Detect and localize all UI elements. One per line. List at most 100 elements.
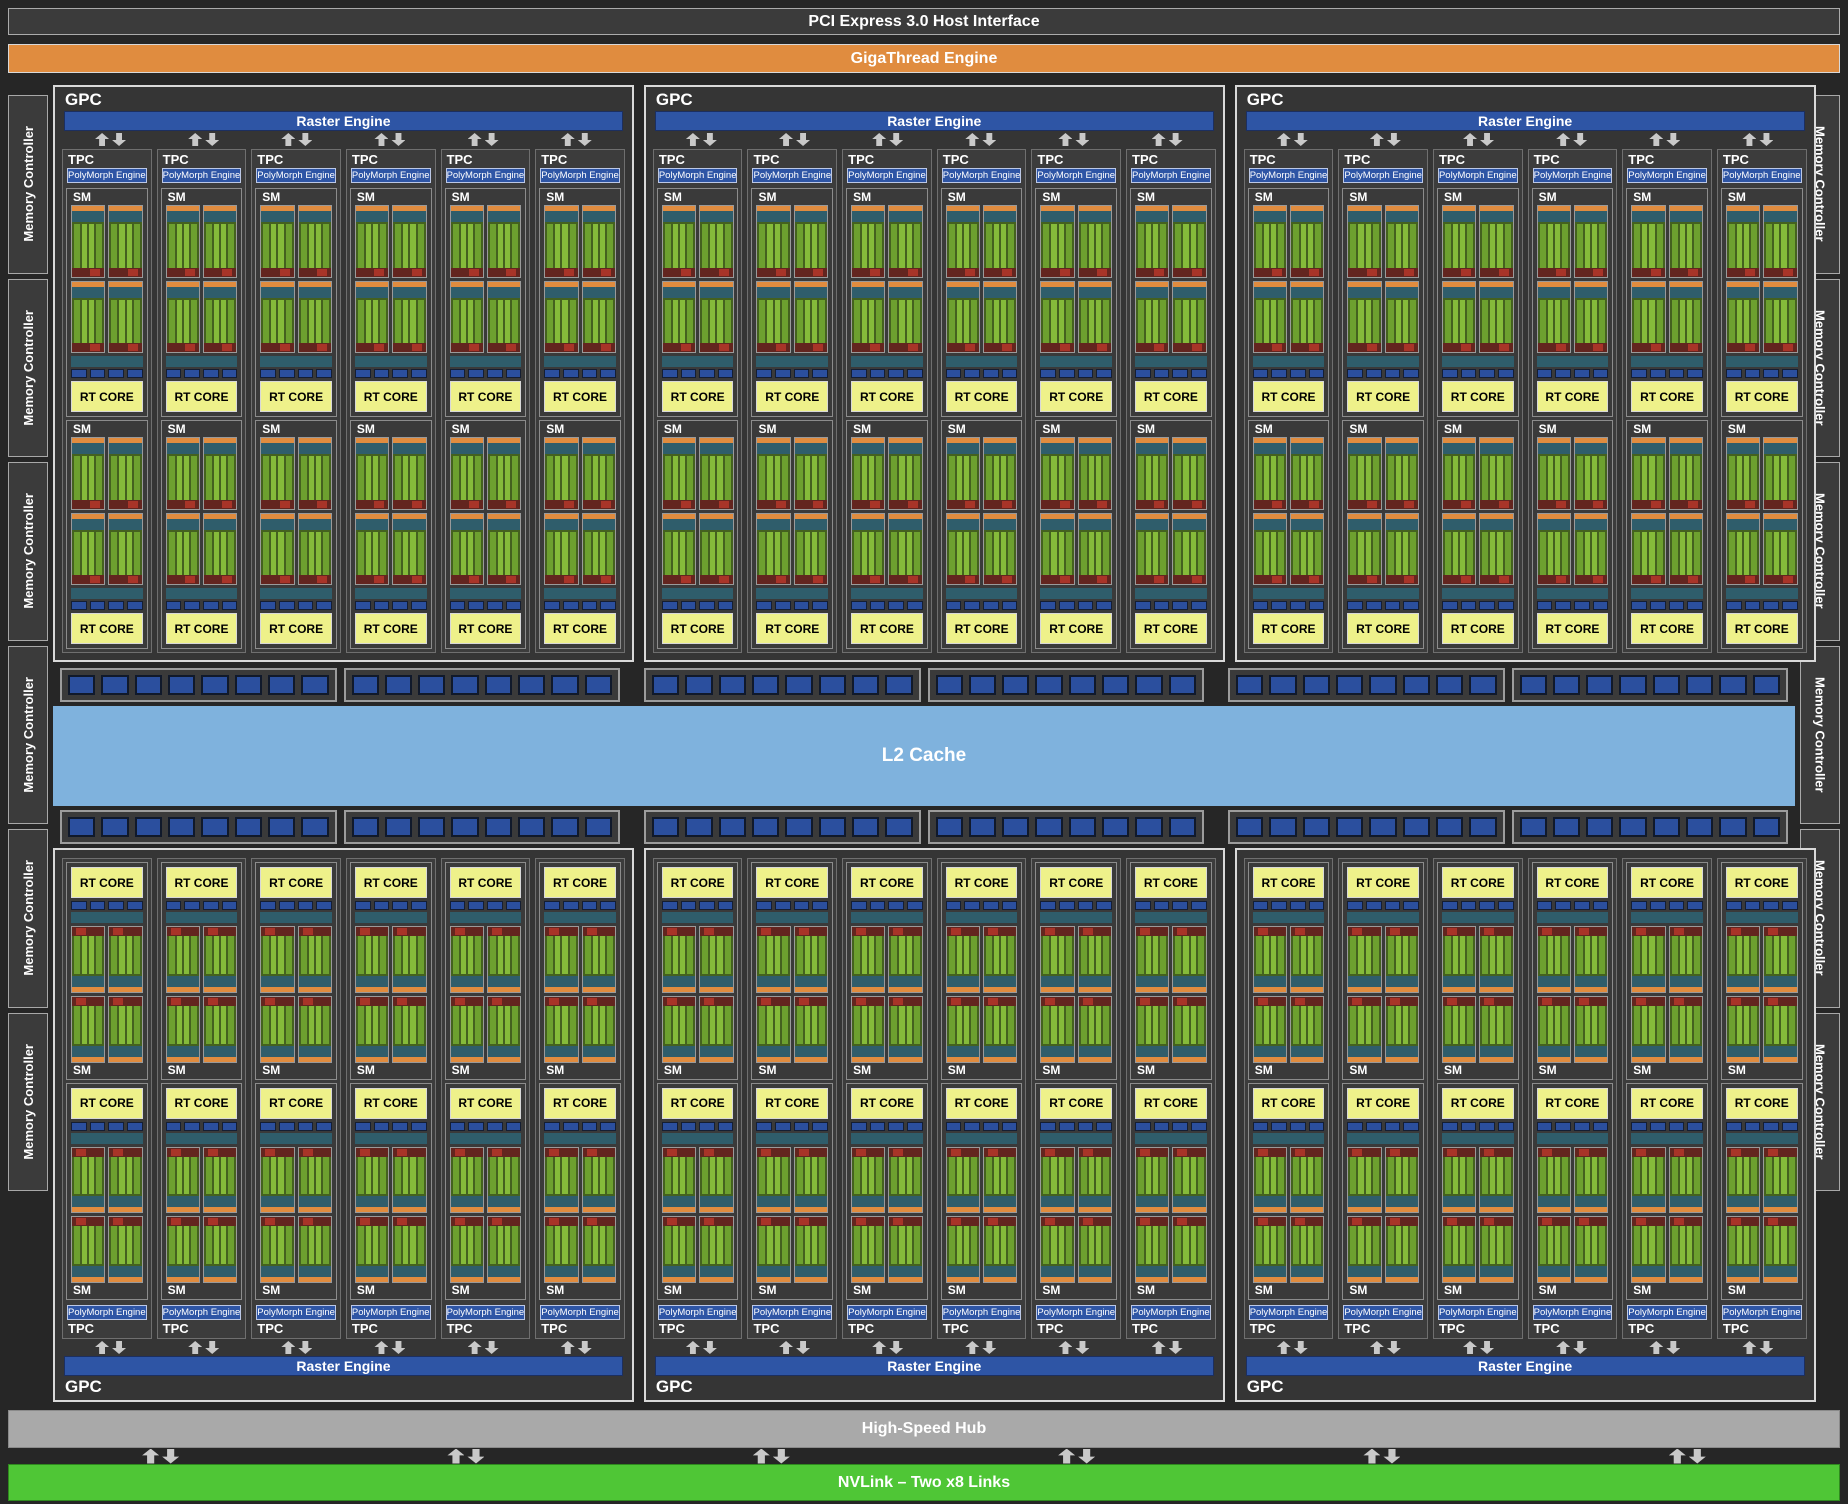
green-core-stripe — [1103, 936, 1110, 974]
green-core-stripe — [183, 299, 189, 343]
green-core-stripe — [357, 936, 364, 974]
red-square — [1309, 344, 1320, 351]
maroon-bar — [1537, 575, 1570, 584]
rt-core: RT CORE — [1725, 613, 1798, 644]
green-core-stripe — [1395, 936, 1401, 974]
mini-segment-bar — [1725, 601, 1798, 610]
green-core-bank — [1136, 936, 1169, 976]
green-core-stripe — [1301, 224, 1307, 268]
mini-segment — [869, 601, 886, 610]
green-core-stripe — [322, 1156, 329, 1195]
orange-bar — [1348, 1056, 1381, 1062]
green-core-stripe — [1656, 1226, 1663, 1264]
red-square — [586, 1218, 597, 1226]
link-segment — [1469, 817, 1497, 837]
tpc-block: RT CORE SM RT CORE SM PolyMorph Engine TPC — [1031, 858, 1122, 1339]
red-square — [907, 576, 918, 583]
green-core-stripe — [111, 299, 118, 343]
green-core-stripe — [403, 456, 409, 500]
teal-bar — [1480, 975, 1513, 987]
tpc-label: TPC — [1628, 152, 1655, 167]
green-core-stripe — [1686, 1156, 1692, 1195]
core-group — [1631, 205, 1666, 278]
maroon-bar — [1764, 927, 1797, 936]
link-segment — [818, 817, 846, 837]
sm-block: SM RT CORE — [1035, 420, 1118, 649]
teal-bar — [794, 975, 828, 987]
red-square — [856, 928, 867, 935]
sm-subcolumn — [1479, 1146, 1514, 1283]
sm-core-columns — [260, 1146, 332, 1283]
rt-core: RT CORE — [260, 381, 332, 412]
sm-block: RT CORE SM — [751, 1082, 834, 1300]
red-square — [1745, 344, 1756, 351]
sm-subcolumn — [1631, 926, 1666, 1063]
maroon-bar — [109, 996, 142, 1006]
tpc-block: RT CORE SM RT CORE SM PolyMorph Engine TPC — [1338, 858, 1428, 1339]
teal-bar — [393, 1196, 426, 1208]
maroon-bar — [1480, 996, 1513, 1006]
core-group — [449, 1146, 484, 1214]
core-group — [756, 512, 791, 585]
red-square — [965, 500, 976, 508]
maroon-bar — [261, 1217, 294, 1227]
core-group — [71, 926, 106, 993]
core-group — [1536, 1146, 1571, 1214]
green-core-bank — [355, 529, 389, 575]
green-core-stripe — [1183, 531, 1189, 575]
teal-bar — [1348, 1196, 1381, 1208]
green-core-bank — [166, 936, 199, 976]
core-group — [1040, 205, 1075, 278]
green-core-stripe — [285, 1005, 292, 1044]
core-group — [1441, 1216, 1477, 1283]
polymorph-engine-bar: PolyMorph Engine — [350, 1305, 431, 1320]
link-segment — [234, 817, 262, 837]
mini-segment — [184, 901, 200, 910]
green-core-stripe — [1058, 299, 1064, 343]
orange-bar — [889, 1207, 922, 1213]
sm-block: SM RT CORE — [1626, 188, 1708, 417]
red-square — [1745, 500, 1756, 508]
teal-bar — [1078, 211, 1112, 222]
teal-bar — [1442, 975, 1476, 987]
mini-segment — [756, 369, 773, 378]
green-core-stripe — [176, 1156, 182, 1195]
green-core-bank — [487, 222, 521, 268]
teal-bar — [109, 1266, 142, 1277]
sm-core-columns — [1135, 437, 1207, 585]
green-core-stripe — [1788, 224, 1795, 268]
mini-segment — [869, 369, 886, 378]
core-group — [202, 926, 238, 993]
sm-core-columns — [165, 205, 238, 353]
orange-bar — [1136, 986, 1169, 992]
green-core-stripe — [547, 224, 554, 268]
green-core-stripe — [1547, 224, 1553, 268]
core-group — [661, 926, 697, 993]
up-arrow-icon — [95, 133, 110, 146]
red-square — [893, 1148, 904, 1156]
teal-bar — [1574, 1266, 1608, 1277]
green-core-stripe — [854, 456, 861, 500]
sm-subcolumn — [1631, 1146, 1666, 1283]
red-square — [1730, 928, 1741, 935]
teal-bar — [1764, 975, 1797, 987]
green-core-stripe — [373, 1005, 379, 1044]
teal-bar — [1385, 211, 1418, 222]
rt-core: RT CORE — [544, 613, 616, 644]
teal-bar — [166, 1266, 199, 1277]
orange-bar — [261, 986, 294, 992]
green-core-bank — [1669, 222, 1702, 268]
green-core-stripe — [82, 224, 88, 268]
maroon-bar — [852, 1217, 885, 1227]
green-core-stripe — [228, 224, 235, 268]
maroon-bar — [1537, 267, 1570, 277]
rt-core: RT CORE — [449, 613, 522, 644]
tpc-block: RT CORE SM RT CORE SM PolyMorph Engine TPC — [62, 858, 152, 1339]
green-core-stripe — [497, 531, 504, 575]
orange-bar — [1291, 513, 1324, 519]
mini-segment — [1460, 1121, 1477, 1131]
green-core-stripe — [1576, 1005, 1583, 1044]
orange-bar — [109, 281, 142, 287]
maroon-bar — [1253, 267, 1287, 277]
mini-segment — [71, 1121, 87, 1131]
